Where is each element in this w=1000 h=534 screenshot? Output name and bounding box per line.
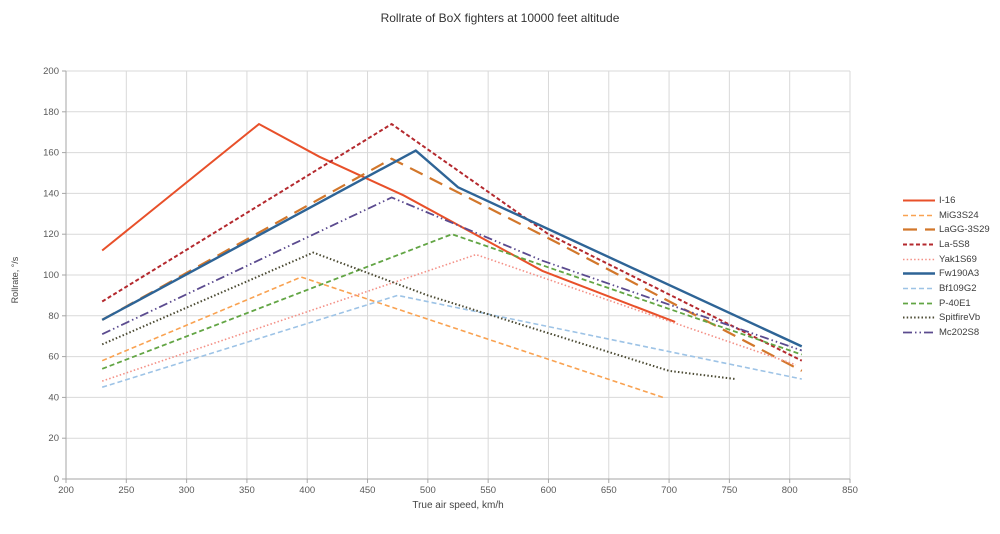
series-line-la-5s8	[101, 122, 803, 362]
x-tick-label: 550	[480, 485, 496, 496]
legend-line-sample	[903, 302, 935, 305]
legend-item-mig3s24: MiG3S24	[903, 208, 990, 223]
series-line-yak1s69	[101, 253, 796, 382]
legend-line-sample	[903, 258, 935, 260]
x-tick-label: 700	[661, 485, 677, 496]
y-tick-label: 80	[48, 311, 59, 322]
x-tick-label: 850	[842, 485, 858, 496]
x-tick-label: 800	[782, 485, 798, 496]
x-tick-label: 750	[721, 485, 737, 496]
x-tick-label: 250	[118, 485, 134, 496]
series-lines	[101, 122, 803, 399]
legend: I-16 MiG3S24 LaGG-3S29 La-5S8 Yak1S69 Fw190A3…	[903, 193, 990, 340]
legend-label: LaGG-3S29	[939, 224, 990, 236]
y-tick-label: 120	[43, 229, 59, 240]
tick-labels: 200 250 300 350 400 450 500 550 600 650 700 750 800 8…	[43, 66, 858, 496]
legend-label: MiG3S24	[939, 209, 979, 221]
y-tick-label: 20	[48, 433, 59, 444]
legend-label: P-40E1	[939, 297, 971, 309]
x-tick-label: 450	[360, 485, 376, 496]
y-tick-label: 200	[43, 66, 59, 77]
legend-line-sample	[903, 287, 935, 290]
y-tick-label: 160	[43, 148, 59, 159]
series-line-fw190a3	[101, 149, 803, 348]
legend-item-bf109g2: Bf109G2	[903, 281, 990, 296]
x-tick-label: 650	[601, 485, 617, 496]
legend-item-fw190a3: Fw190A3	[903, 266, 990, 281]
legend-label: SpitfireVb	[939, 312, 981, 324]
legend-item-yak1s69: Yak1S69	[903, 252, 990, 267]
x-tick-label: 300	[179, 485, 195, 496]
x-axis-label: True air speed, km/h	[412, 500, 504, 511]
legend-label: Fw190A3	[939, 268, 980, 280]
series-line-bf109g2	[101, 294, 802, 388]
legend-line-sample	[903, 243, 935, 246]
x-tick-label: 200	[58, 485, 74, 496]
legend-line-sample	[903, 272, 935, 275]
x-tick-label: 500	[420, 485, 436, 496]
y-axis-label: Rollrate, °/s	[10, 256, 20, 304]
x-tick-label: 350	[239, 485, 255, 496]
y-tick-label: 60	[48, 352, 59, 363]
y-tick-label: 180	[43, 107, 59, 118]
series-line-p-40e1	[101, 233, 803, 370]
legend-line-sample	[903, 199, 935, 202]
legend-label: Mc202S8	[939, 327, 980, 339]
legend-item-p-40e1: P-40E1	[903, 296, 990, 311]
legend-line-sample	[903, 316, 935, 319]
x-tick-label: 400	[299, 485, 315, 496]
legend-label: Bf109G2	[939, 282, 977, 294]
y-tick-label: 100	[43, 270, 59, 281]
legend-line-sample	[903, 228, 935, 231]
legend-item-mc202s8: Mc202S8	[903, 325, 990, 340]
legend-item-lagg-3s29: LaGG-3S29	[903, 222, 990, 237]
chart-title: Rollrate of BoX fighters at 10000 feet a…	[380, 11, 620, 25]
legend-label: I-16	[939, 194, 956, 206]
legend-item-i-16: I-16	[903, 193, 990, 208]
legend-label: Yak1S69	[939, 253, 977, 265]
series-line-spitfirevb	[101, 251, 736, 381]
legend-item-spitfirevb: SpitfireVb	[903, 311, 990, 326]
y-tick-label: 40	[48, 392, 59, 403]
y-tick-label: 140	[43, 188, 59, 199]
legend-item-la-5s8: La-5S8	[903, 237, 990, 252]
legend-line-sample	[903, 214, 935, 216]
legend-label: La-5S8	[939, 238, 970, 250]
legend-line-sample	[903, 331, 935, 334]
series-line-lagg-3s29	[101, 157, 803, 372]
series-line-mc202s8	[101, 196, 803, 352]
x-tick-label: 600	[541, 485, 557, 496]
y-tick-label: 0	[54, 474, 59, 485]
series-line-i-16	[101, 122, 676, 323]
